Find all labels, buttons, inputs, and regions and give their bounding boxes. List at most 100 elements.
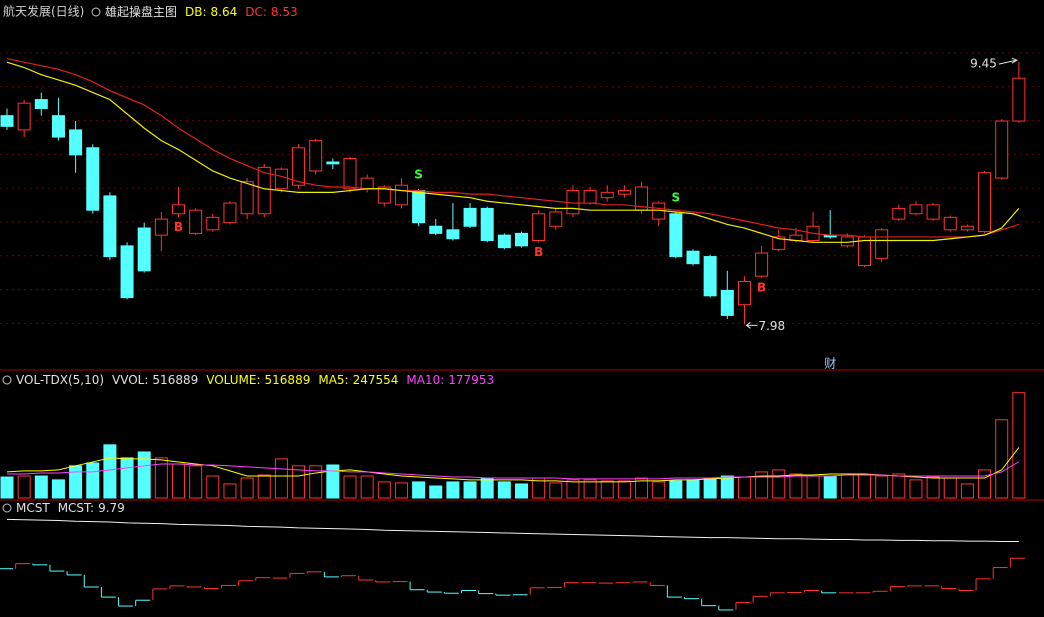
volume-bar — [703, 477, 717, 499]
candle-body — [1012, 77, 1026, 122]
candle-body — [772, 236, 786, 250]
candle-body — [515, 232, 528, 247]
volume-bar — [154, 457, 168, 499]
volume-bar — [617, 480, 631, 499]
volume-bar — [943, 477, 957, 499]
volume-bar — [292, 465, 306, 499]
candle-body — [995, 120, 1009, 179]
volume-bar — [480, 477, 494, 499]
volume-bar — [806, 475, 820, 499]
candle-body — [960, 225, 974, 231]
volume-bar — [446, 481, 460, 499]
panel-title: VOL-TDX(5,10) — [16, 373, 104, 387]
moving-average — [6, 61, 1020, 243]
candle-body — [600, 191, 614, 199]
volume-bar — [34, 475, 48, 499]
panel-header: VOL-TDX(5,10) VVOL: 516889 VOLUME: 516889 MA5… — [16, 373, 494, 387]
volume-bar — [1012, 392, 1026, 499]
candle-body — [926, 204, 940, 220]
candle-body — [0, 115, 14, 127]
volume-bar — [429, 485, 443, 499]
stat-value: 8.53 — [271, 5, 298, 19]
candle-body — [326, 161, 340, 165]
signal-label: S — [414, 167, 423, 181]
volume-bar — [583, 479, 597, 499]
candle-body — [394, 184, 408, 206]
signal-label: B — [757, 280, 766, 294]
volume-bar — [755, 471, 769, 499]
volume-bar — [737, 476, 751, 499]
volume-bar — [995, 419, 1009, 499]
stat-name: DC: — [245, 5, 267, 19]
candle-body — [909, 204, 923, 215]
stat-value: 516889 — [265, 373, 311, 387]
candle-body — [686, 250, 700, 265]
signal-label: B — [174, 220, 183, 234]
stat-name: VOLUME: — [206, 373, 260, 387]
candle-body — [978, 172, 992, 233]
volume-bar — [412, 481, 426, 499]
candle-body — [154, 218, 168, 236]
candle-body — [343, 157, 357, 190]
volume-bar — [120, 457, 134, 499]
volume-bar — [377, 481, 391, 499]
volume-bar — [720, 475, 734, 499]
panel-title: MCST — [16, 501, 50, 515]
candle-body — [617, 190, 631, 195]
stat-value: 8.64 — [211, 5, 238, 19]
volume-bar — [823, 475, 837, 499]
volume-bar — [240, 477, 254, 499]
candle-body — [172, 204, 185, 215]
stat-name: MA10: — [406, 373, 444, 387]
volume-bar — [566, 479, 580, 499]
candle-body — [292, 147, 306, 186]
candle-body — [549, 211, 563, 227]
stat-name: DB: — [185, 5, 207, 19]
volume-average — [7, 461, 1020, 480]
volume-bar — [394, 482, 408, 499]
candle-body — [429, 225, 443, 234]
candle-body — [257, 166, 271, 215]
volume-bar — [686, 479, 700, 499]
candle-body — [69, 129, 83, 156]
candle-body — [703, 256, 717, 297]
stat-value: 177953 — [448, 373, 494, 387]
candle-body — [463, 207, 477, 227]
candle-body — [86, 147, 100, 211]
high-label: 9.45 — [970, 57, 997, 71]
candle-body — [532, 213, 546, 242]
volume-bar — [635, 477, 649, 499]
volume-bar — [772, 469, 786, 499]
volume-bar — [189, 465, 203, 499]
stat-name: VVOL: — [112, 373, 148, 387]
candle-body — [34, 99, 48, 110]
candle-body — [137, 227, 151, 272]
volume-bar — [0, 476, 14, 499]
volume-bar — [69, 465, 83, 499]
candle-body — [206, 216, 220, 231]
candle-body — [875, 229, 889, 259]
signal-label: S — [672, 190, 681, 204]
volume-bar — [86, 462, 100, 499]
moving-average — [6, 58, 1020, 238]
low-label: 7.98 — [758, 319, 785, 333]
volume-bar — [274, 458, 288, 499]
candle-body — [892, 207, 906, 220]
candle-body — [103, 195, 117, 258]
volume-bar — [858, 474, 871, 499]
stock-title: 航天发展(日线) — [3, 4, 84, 19]
candle-body — [51, 115, 65, 138]
candle-body — [497, 234, 511, 249]
volume-bar — [137, 451, 151, 499]
candle-body — [446, 229, 460, 240]
volume-bar — [463, 481, 477, 499]
layout — [0, 52, 1044, 324]
volume-bar — [960, 483, 974, 499]
candle-body — [17, 102, 31, 131]
volume-bar — [223, 483, 237, 499]
volume-bar — [892, 473, 906, 499]
candle-body — [309, 140, 323, 172]
volume-bar — [669, 480, 683, 499]
volume-bar — [51, 479, 65, 499]
